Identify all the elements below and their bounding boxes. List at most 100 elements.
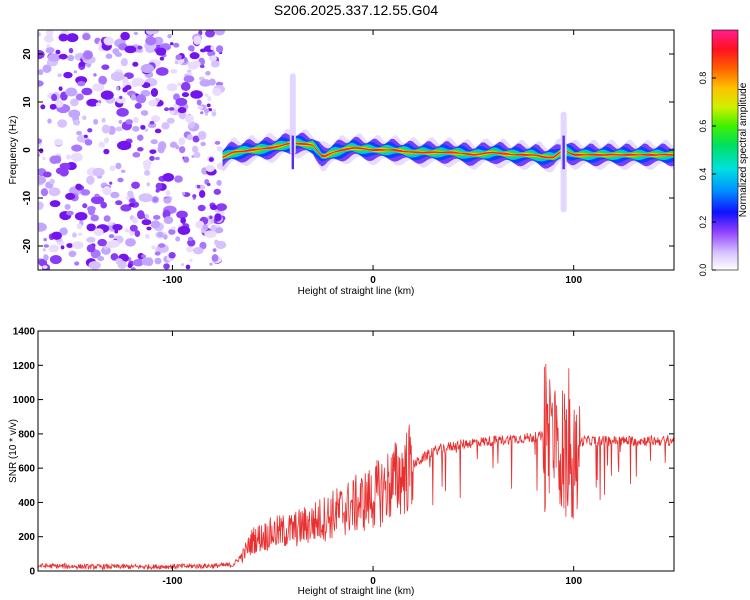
- snr-frame: [37, 330, 675, 572]
- noise-blob: [42, 171, 52, 178]
- noise-blob: [65, 87, 78, 97]
- noise-blob: [93, 73, 97, 77]
- noise-blob: [211, 254, 219, 262]
- noise-blob: [100, 201, 107, 209]
- noise-blob: [54, 138, 63, 146]
- noise-blob: [38, 138, 43, 144]
- noise-blob: [115, 200, 123, 206]
- noise-blob: [59, 167, 69, 177]
- spike-core: [562, 135, 565, 170]
- noise-blob: [38, 153, 41, 157]
- noise-blob: [101, 246, 111, 255]
- colorbar-tick-label: 0.6: [698, 120, 708, 133]
- noise-blob: [133, 31, 139, 36]
- noise-blob: [216, 203, 228, 212]
- colorbar-tick-label: 0.4: [698, 168, 708, 181]
- noise-blob: [206, 182, 211, 187]
- noise-blob: [38, 69, 44, 76]
- noise-blob: [209, 262, 213, 266]
- noise-blob: [155, 156, 160, 161]
- noise-blob: [157, 141, 167, 151]
- noise-blob: [204, 230, 217, 238]
- noise-blob: [212, 248, 217, 253]
- noise-blob: [87, 206, 96, 216]
- noise-blob: [48, 244, 59, 253]
- noise-blob: [155, 182, 163, 191]
- noise-blob: [210, 204, 218, 211]
- noise-blob: [46, 30, 54, 37]
- noise-blob: [125, 196, 130, 200]
- noise-blob: [102, 185, 112, 196]
- noise-blob: [133, 116, 139, 124]
- noise-blob: [158, 243, 166, 248]
- noise-blob: [205, 164, 215, 172]
- noise-blob: [149, 120, 155, 125]
- noise-blob: [151, 245, 156, 250]
- noise-blob: [195, 220, 205, 229]
- noise-blob: [140, 110, 149, 116]
- noise-blob: [43, 244, 50, 248]
- noise-blob: [105, 53, 113, 59]
- noise-blob: [209, 55, 217, 62]
- noise-blob: [197, 204, 206, 212]
- noise-blob: [196, 99, 202, 106]
- noise-blob: [131, 82, 139, 87]
- noise-blob: [140, 63, 155, 74]
- noise-blob: [127, 263, 133, 269]
- noise-blob: [77, 232, 83, 236]
- noise-blob: [40, 188, 49, 197]
- noise-blob: [38, 176, 47, 184]
- noise-blob: [212, 87, 222, 96]
- noise-region: [38, 30, 228, 270]
- snr-ytick-label: 200: [18, 532, 35, 543]
- noise-blob: [155, 47, 167, 56]
- noise-blob: [163, 263, 170, 270]
- noise-blob: [58, 53, 68, 60]
- noise-blob: [140, 124, 146, 130]
- noise-blob: [190, 90, 203, 99]
- noise-blob: [163, 216, 174, 225]
- noise-blob: [68, 47, 74, 54]
- noise-blob: [101, 64, 110, 70]
- noise-blob: [117, 177, 124, 183]
- noise-blob: [162, 173, 175, 182]
- noise-blob: [163, 197, 172, 204]
- noise-blob: [101, 124, 111, 134]
- noise-blob: [141, 254, 147, 258]
- noise-blob: [58, 33, 69, 42]
- noise-blob: [202, 224, 209, 231]
- noise-blob: [169, 110, 175, 115]
- snr-xtick-label: 100: [565, 576, 582, 587]
- noise-blob: [109, 181, 113, 185]
- noise-blob: [193, 35, 202, 45]
- noise-blob: [105, 240, 117, 249]
- noise-blob: [154, 257, 162, 265]
- noise-blob: [51, 231, 63, 240]
- spike-core: [291, 135, 295, 170]
- noise-blob: [153, 214, 161, 220]
- noise-blob: [168, 251, 176, 259]
- noise-blob: [148, 99, 158, 107]
- noise-blob: [192, 145, 199, 154]
- spectrogram-xtick-label: -100: [162, 275, 182, 286]
- noise-blob: [110, 191, 120, 199]
- noise-blob: [115, 126, 123, 132]
- noise-blob: [93, 118, 99, 125]
- noise-blob: [168, 228, 176, 235]
- colorbar-tick-label: 0.8: [698, 72, 708, 85]
- noise-blob: [132, 151, 141, 158]
- noise-blob: [151, 115, 160, 123]
- noise-blob: [100, 90, 114, 100]
- noise-blob: [169, 42, 174, 46]
- noise-blob: [129, 224, 138, 232]
- noise-blob: [110, 253, 119, 261]
- noise-blob: [185, 114, 194, 123]
- noise-blob: [216, 146, 223, 152]
- noise-blob: [193, 151, 201, 158]
- noise-blob: [134, 230, 141, 237]
- noise-blob: [145, 257, 154, 267]
- noise-blob: [170, 68, 178, 74]
- noise-blob: [187, 45, 195, 52]
- noise-blob: [107, 221, 113, 226]
